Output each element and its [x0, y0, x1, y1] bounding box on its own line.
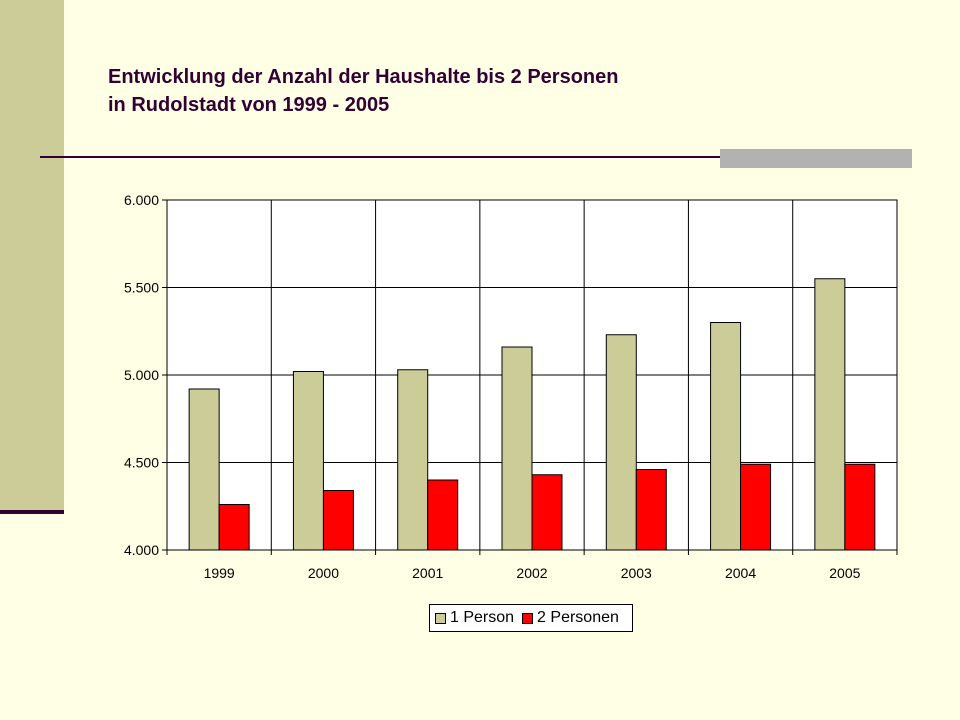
y-tick-label: 4.000	[124, 542, 159, 558]
y-tick-label: 5.000	[124, 367, 159, 383]
bar-1-person	[605, 334, 637, 551]
y-tick-label: 6.000	[124, 192, 159, 208]
slide-title: Entwicklung der Anzahl der Haushalte bis…	[108, 63, 619, 119]
x-tick-label: 2004	[725, 565, 756, 581]
bar-2-personen	[427, 479, 459, 551]
bar-1-person	[814, 278, 846, 551]
x-tick-label: 2000	[308, 565, 339, 581]
slide-title-line-2: in Rudolstadt von 1999 - 2005	[108, 94, 390, 116]
bar-2-personen	[531, 474, 563, 551]
x-tick-label: 2001	[412, 565, 443, 581]
bar-1-person	[292, 371, 324, 551]
legend-label-2-personen: 2 Personen	[537, 609, 619, 626]
title-divider	[40, 156, 912, 158]
slide-title-line-1: Entwicklung der Anzahl der Haushalte bis…	[108, 66, 619, 88]
bar-1-person	[710, 322, 742, 551]
legend-item-1-person: 1 Person	[435, 609, 514, 627]
bar-1-person	[501, 346, 533, 551]
x-tick-label: 2002	[516, 565, 547, 581]
bar-2-personen	[740, 463, 772, 551]
legend-item-2-personen: 2 Personen	[522, 609, 619, 627]
bar-1-person	[397, 369, 429, 551]
x-tick-label: 2003	[621, 565, 652, 581]
plot-border	[166, 199, 898, 551]
bar-2-personen	[218, 504, 250, 551]
y-tick-label: 4.500	[124, 455, 159, 471]
side-bar-decoration	[0, 0, 64, 512]
y-tick-label: 5.500	[124, 280, 159, 296]
title-accent-bar	[720, 149, 912, 168]
chart-legend: 1 Person 2 Personen	[429, 604, 633, 632]
legend-swatch-2-personen	[522, 612, 534, 624]
legend-label-1-person: 1 Person	[450, 609, 515, 626]
legend-swatch-1-person	[435, 612, 446, 624]
side-bar-underline	[0, 510, 64, 514]
x-tick-label: 1999	[204, 565, 235, 581]
bar-1-person	[188, 388, 220, 551]
bar-2-personen	[844, 463, 876, 551]
bar-2-personen	[322, 490, 354, 551]
x-tick-label: 2005	[829, 565, 860, 581]
bar-2-personen	[635, 469, 667, 551]
